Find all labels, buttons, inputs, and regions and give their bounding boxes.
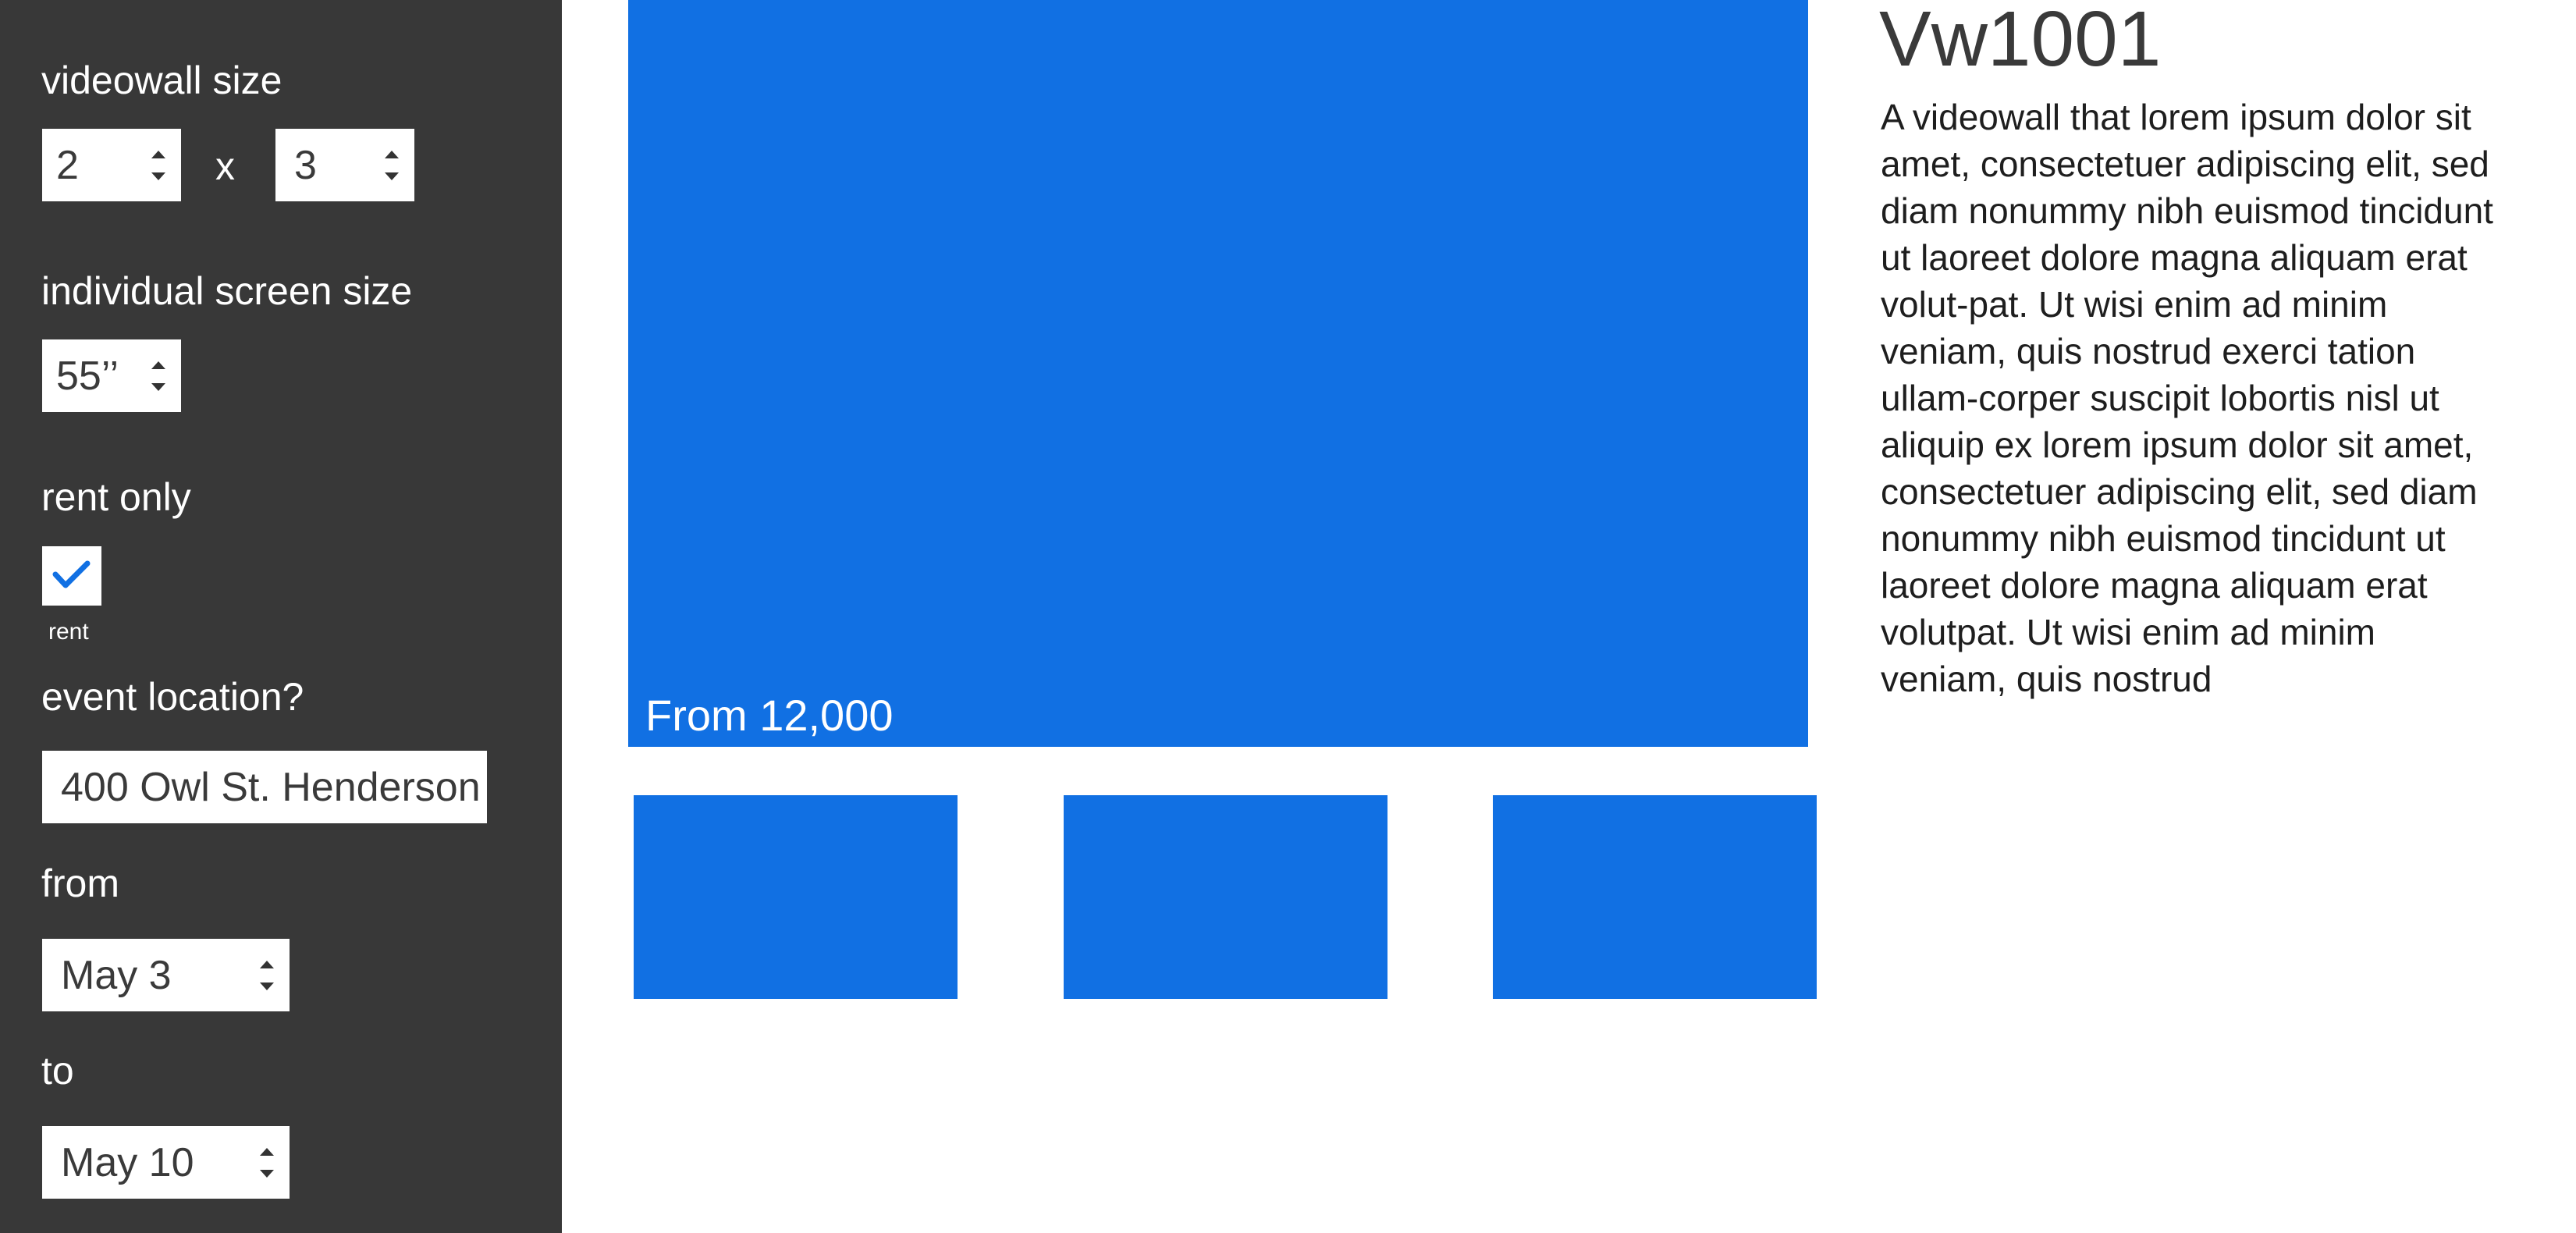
videowall-size-label: videowall size (41, 59, 282, 102)
from-date-stepper[interactable]: May 3 (42, 939, 290, 1011)
rows-stepper[interactable]: 2 (42, 129, 181, 201)
filter-sidebar: videowall size 2 x 3 individual screen s… (0, 0, 562, 1233)
price-label: From 12,000 (645, 691, 894, 740)
product-description: A videowall that lorem ipsum dolor sit a… (1881, 97, 2493, 699)
checkmark-icon (52, 560, 91, 588)
thumbnail-1[interactable] (634, 795, 958, 999)
spinner-arrows-icon[interactable] (383, 147, 400, 183)
to-date-value: May 10 (61, 1139, 194, 1185)
thumbnail-2[interactable] (1064, 795, 1387, 999)
to-label: to (41, 1049, 74, 1093)
product-hero-image[interactable]: From 12,000 (628, 0, 1808, 747)
columns-stepper[interactable]: 3 (275, 129, 414, 201)
rent-checkbox-label: rent (48, 619, 89, 645)
spinner-arrows-icon[interactable] (258, 958, 275, 993)
spinner-arrows-icon[interactable] (150, 147, 167, 183)
event-location-label: event location? (41, 675, 304, 719)
screen-size-stepper[interactable]: 55’’ (42, 339, 181, 412)
to-date-stepper[interactable]: May 10 (42, 1126, 290, 1199)
rows-value: 2 (56, 142, 79, 188)
size-separator: x (215, 144, 235, 188)
rent-checkbox[interactable] (42, 546, 101, 606)
screen-size-label: individual screen size (41, 269, 413, 313)
product-title: Vw1001 (1879, 0, 2162, 83)
from-label: from (41, 862, 119, 905)
spinner-arrows-icon[interactable] (150, 358, 167, 394)
rent-only-label: rent only (41, 475, 191, 519)
spinner-arrows-icon[interactable] (258, 1145, 275, 1181)
event-location-value: 400 Owl St. Henderson (61, 764, 481, 810)
thumbnail-3[interactable] (1493, 795, 1817, 999)
event-location-input[interactable]: 400 Owl St. Henderson (42, 751, 487, 823)
screen-size-value: 55’’ (56, 353, 119, 399)
from-date-value: May 3 (61, 952, 172, 998)
columns-value: 3 (294, 142, 317, 188)
